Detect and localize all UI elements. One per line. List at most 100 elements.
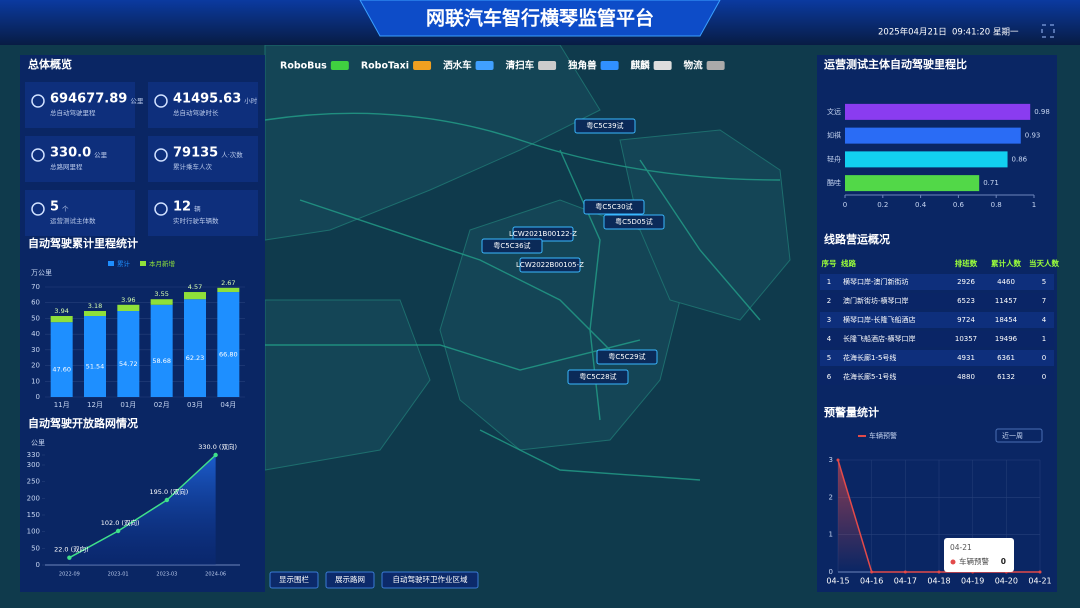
stat-icon xyxy=(31,148,45,162)
vehicle-tag[interactable] xyxy=(519,257,581,273)
x-tick-label: 2023-03 xyxy=(156,572,177,578)
line-point xyxy=(115,528,121,534)
map-button[interactable] xyxy=(381,571,479,589)
fullscreen-button[interactable] xyxy=(1041,24,1055,38)
x-tick-label: 04月 xyxy=(220,401,236,409)
table-cell: 4 xyxy=(1042,316,1047,324)
vehicle-tag[interactable] xyxy=(574,118,636,134)
bar-segment xyxy=(217,287,240,293)
vehicle-tag[interactable] xyxy=(567,369,629,385)
map-button-label: 显示围栏 xyxy=(279,574,309,584)
vehicle-tag[interactable] xyxy=(596,349,658,365)
x-tick-label: 04-17 xyxy=(894,577,917,586)
y-tick-label: 50 xyxy=(31,314,40,322)
stat-value: 41495.63 xyxy=(173,92,241,107)
table-cell: 9724 xyxy=(957,316,975,324)
stat-value: 330.0 xyxy=(50,146,91,161)
bar xyxy=(845,127,1021,144)
map-button-label: 展示路网 xyxy=(335,574,365,584)
stat-label: 总自动驾驶时长 xyxy=(173,108,219,117)
table-cell: 4880 xyxy=(957,373,975,381)
x-tick-label: 04-18 xyxy=(927,577,950,586)
table-row xyxy=(820,312,1054,328)
table-cell: 2 xyxy=(827,297,831,305)
map-button[interactable] xyxy=(325,571,375,589)
x-tick-label: 0.8 xyxy=(991,201,1002,209)
stat-unit: 小时 xyxy=(244,96,258,105)
y-tick-label: 轻舟 xyxy=(827,154,841,163)
vehicle-type[interactable]: RoboTaxi xyxy=(361,61,409,72)
vehicle-type[interactable]: RoboBus xyxy=(280,61,327,72)
vehicle-icon xyxy=(706,61,725,70)
tooltip-title: 04-21 xyxy=(950,543,972,552)
vehicle-tag[interactable] xyxy=(481,238,543,254)
vehicle-plate: LCW2022B00105-Z xyxy=(516,261,584,269)
table-cell: 花海长廊1-5号线 xyxy=(843,353,896,362)
vehicle-type[interactable]: 清扫车 xyxy=(506,60,535,72)
table-cell: 19496 xyxy=(995,335,1018,343)
table-cell: 6 xyxy=(827,373,832,381)
stat-label: 总自动驾驶里程 xyxy=(50,108,96,117)
table-cell: 6132 xyxy=(997,373,1015,381)
y-tick-label: 300 xyxy=(27,461,40,469)
vehicle-icon xyxy=(538,61,557,70)
table-cell: 0 xyxy=(1042,373,1046,381)
stat-unit: 辆 xyxy=(194,204,201,213)
filter-dropdown[interactable] xyxy=(995,428,1043,443)
vehicle-tag[interactable] xyxy=(583,199,645,215)
legend-swatch xyxy=(108,261,114,266)
bar-value-label: 0.86 xyxy=(1012,155,1028,163)
vehicle-type[interactable]: 麒麟 xyxy=(631,60,651,72)
map-land xyxy=(264,44,791,471)
vehicle-type[interactable]: 独角兽 xyxy=(567,60,597,72)
table-cell: 花海长廊5-1号线 xyxy=(843,372,896,381)
bar-segment xyxy=(117,304,140,312)
y-tick-label: 200 xyxy=(27,494,40,502)
tooltip xyxy=(944,538,1014,572)
vehicle-tag[interactable] xyxy=(512,226,574,242)
vehicle-plate: LCW2021B00122-Z xyxy=(509,230,577,238)
y-axis-label: 万公里 xyxy=(31,269,52,277)
table-cell: 6361 xyxy=(997,354,1015,362)
point-label: 330.0 (双向) xyxy=(198,442,237,451)
line-point xyxy=(213,452,218,458)
table-row xyxy=(820,350,1054,366)
bar-segment xyxy=(184,299,206,397)
bar-value-label: 4.57 xyxy=(188,283,202,291)
vehicle-icon xyxy=(653,61,672,70)
bar xyxy=(845,103,1031,120)
bar xyxy=(845,151,1008,168)
bar-value-label: 62.23 xyxy=(186,354,205,362)
y-tick-label: 0 xyxy=(829,568,833,576)
bar-value-label: 0.93 xyxy=(1025,132,1041,140)
bar-segment xyxy=(150,304,173,397)
x-tick-label: 04-21 xyxy=(1028,577,1051,586)
panel-title: 预警量统计 xyxy=(824,405,879,419)
bar-value-label: 54.72 xyxy=(119,360,138,368)
y-tick-label: 文远 xyxy=(827,107,841,116)
vehicle-tag[interactable] xyxy=(603,214,665,230)
table-cell: 3 xyxy=(827,316,831,324)
point-label: 102.0 (双向) xyxy=(101,518,140,527)
vehicle-plate: 粤C5C36试 xyxy=(493,241,530,250)
map-button[interactable] xyxy=(269,571,319,589)
bar-segment xyxy=(50,322,73,397)
vehicle-icon xyxy=(413,61,432,70)
y-tick-label: 3 xyxy=(829,456,833,464)
point-label: 195.0 (双向) xyxy=(150,487,189,496)
y-tick-label: 20 xyxy=(31,362,40,370)
y-tick-label: 50 xyxy=(31,544,40,552)
panel-title: 线路营运概况 xyxy=(824,232,890,246)
stat-value: 694677.89 xyxy=(50,92,127,107)
table-row xyxy=(820,369,1054,385)
vehicle-type[interactable]: 物流 xyxy=(684,60,704,72)
y-tick-label: 60 xyxy=(31,299,40,307)
x-tick-label: 0.4 xyxy=(915,201,927,209)
y-tick-label: 2 xyxy=(829,493,833,501)
table-header: 线路 xyxy=(841,258,856,268)
date: 2025年04月21日 xyxy=(878,27,947,38)
panel-title: 自动驾驶累计里程统计 xyxy=(28,236,138,250)
stat-icon xyxy=(154,202,168,216)
line-point xyxy=(903,570,907,574)
vehicle-type[interactable]: 洒水车 xyxy=(443,60,472,72)
